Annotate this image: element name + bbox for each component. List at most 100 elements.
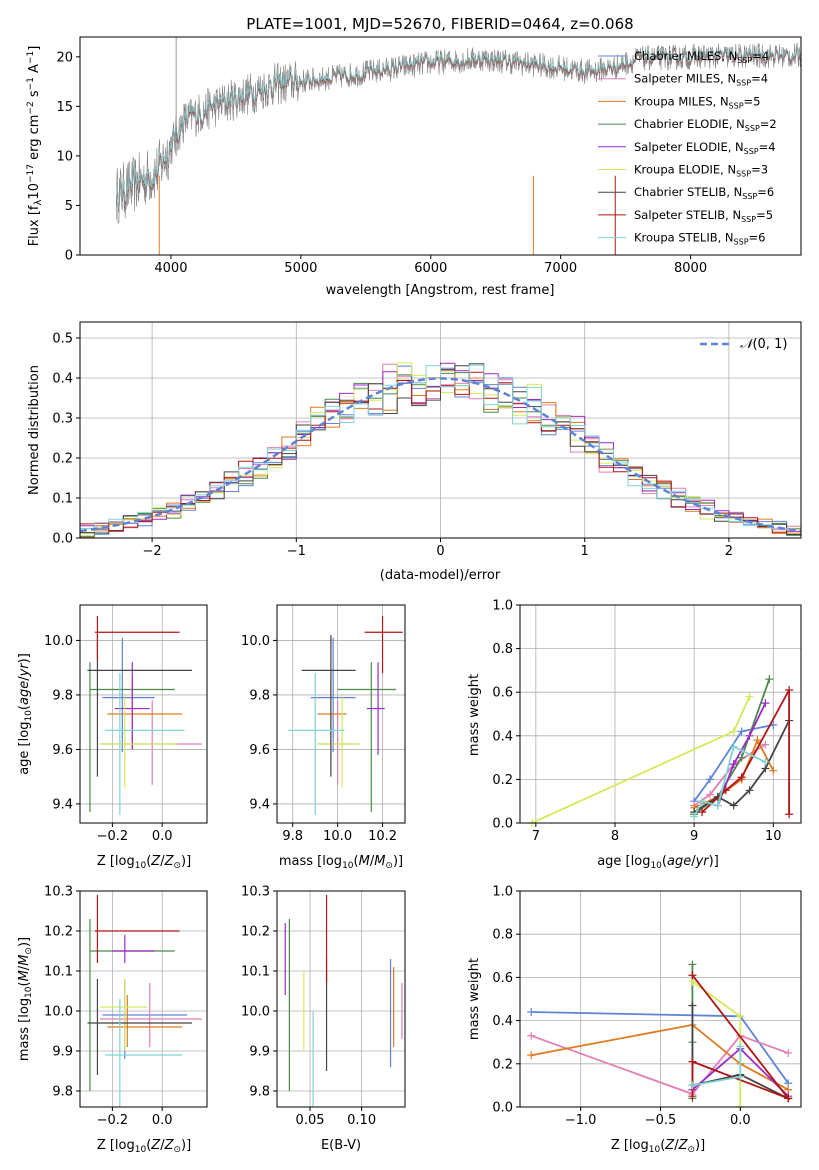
legend-value: =5 [744, 94, 761, 108]
x-tick-label: 10.2 [368, 829, 397, 844]
mass-z-xlabel: Z [log10(Z/Z⊙)] [97, 1138, 191, 1155]
legend-subscript: SSP [745, 124, 760, 133]
x-tick-label: 10.0 [323, 829, 352, 844]
normal-curve-legend-label: 𝒩(0, 1) [740, 337, 787, 352]
legend-value: =6 [749, 231, 766, 245]
chabrier-miles-weight-marker [705, 775, 714, 784]
y-tick-label: 10.3 [241, 885, 270, 900]
kroupa-stelib-model [116, 45, 801, 211]
legend-value: =4 [751, 72, 768, 86]
x-tick-label: 0.0 [152, 1113, 173, 1128]
chabrier-miles-weight-marker [527, 1007, 536, 1016]
spectrum-ylabel: Flux [fλ10−17 erg cm−2 s−1 A−1] [26, 46, 44, 247]
salpeter-elodie-weight-marker [729, 760, 738, 769]
kroupa-miles-weight-line [531, 1023, 789, 1091]
y-tick-label: 0.6 [492, 971, 513, 986]
x-tick-label: −1.0 [565, 1113, 597, 1128]
salpeter-miles-weight-marker [761, 740, 770, 749]
weight-z-ylabel: mass weight [467, 958, 482, 1040]
y-tick-label: 0.2 [492, 773, 513, 788]
legend-label-kroupa-stelib: Kroupa STELIB, NSSP=6 [634, 231, 765, 247]
y-tick-label: 0.6 [492, 686, 513, 701]
legend-value: =5 [756, 208, 773, 222]
axes-frame [79, 604, 208, 824]
age-vs-metallicity-panel: −0.2 0.0 9.4 9.6 9.8 10.0 Z [log10(Z/Z⊙)] age… [17, 604, 208, 871]
axes-frame [519, 890, 802, 1108]
y-tick-label: 10.2 [241, 925, 270, 940]
y-tick-label: 0.1 [52, 492, 73, 507]
y-tick-label: 9.4 [52, 797, 73, 812]
legend-subscript: SSP [741, 215, 756, 224]
x-tick-label: 6000 [414, 261, 447, 276]
kroupa-elodie-weight-marker [729, 727, 738, 736]
age-vs-mass-panel: 9.8 10.0 10.2 9.4 9.6 9.8 10.0 mass [log10(M/M… [241, 604, 406, 871]
kroupa-miles-weight-marker [527, 1051, 536, 1060]
kroupa-stelib-weight-marker [736, 1042, 745, 1051]
y-tick-label: 1.0 [492, 599, 513, 614]
spectrum-xlabel: wavelength [Angstrom, rest frame] [326, 283, 555, 298]
chabrier-elodie-weight-line [693, 678, 771, 816]
residual-histograms [80, 362, 801, 538]
kroupa-stelib-weight-marker [761, 757, 770, 766]
x-tick-label: 7000 [544, 261, 577, 276]
y-tick-label: 0.8 [492, 928, 513, 943]
residual-ylabel: Normed distribution [27, 365, 42, 495]
salpeter-stelib-weight-marker [785, 686, 794, 695]
legend-subscript: SSP [742, 192, 757, 201]
mass-z-ylabel: mass [log10(M/M⊙)] [17, 937, 34, 1061]
mass-ebv-xlabel: E(B-V) [321, 1138, 361, 1153]
y-tick-label: 10.0 [44, 1005, 73, 1020]
legend-subscript: SSP [737, 56, 752, 65]
residual-legend: 𝒩(0, 1) [700, 337, 787, 352]
y-tick-label: 20 [56, 50, 73, 65]
y-tick-label: 10.3 [44, 885, 73, 900]
x-tick-label: −2 [143, 544, 162, 559]
y-tick-label: 9.8 [52, 688, 73, 703]
y-tick-label: 9.9 [249, 1045, 270, 1060]
weight-age-xlabel: age [log10(age/yr)] [597, 854, 719, 871]
legend-subscript: SSP [736, 79, 751, 88]
y-tick-label: 9.8 [249, 1085, 270, 1100]
kroupa-elodie-weight-line [531, 696, 751, 824]
y-tick-label: 15 [56, 100, 73, 115]
chabrier-miles-weight-line [693, 724, 774, 802]
mass-vs-metallicity-panel: −0.2 0.0 9.8 9.9 10.0 10.1 10.2 10.3 Z [log10(Z… [17, 885, 208, 1155]
y-tick-label: 10 [56, 149, 73, 164]
salpeter-elodie-weight-marker [761, 699, 770, 708]
chabrier-stelib-weight-line [691, 1005, 789, 1100]
mass-vs-extinction-panel: 0.05 0.10 9.8 9.9 10.0 10.1 10.2 10.3 E(B-V) [241, 885, 406, 1153]
kroupa-stelib-weight-marker [713, 801, 722, 810]
y-tick-label: 10.0 [241, 1005, 270, 1020]
salpeter-stelib-weight-marker [688, 971, 697, 980]
x-tick-label: 8 [611, 829, 619, 844]
legend-label-chabrier-stelib: Chabrier STELIB, NSSP=6 [634, 185, 774, 201]
y-tick-label: 0.2 [492, 1057, 513, 1072]
y-tick-label: 0.0 [492, 1101, 513, 1116]
y-tick-label: 9.8 [249, 688, 270, 703]
age-z-xlabel: Z [log10(Z/Z⊙)] [97, 854, 191, 871]
weight-z-xlabel: Z [log10(Z/Z⊙)] [611, 1138, 705, 1155]
x-tick-label: 0 [436, 544, 444, 559]
legend-subscript: SSP [744, 147, 759, 156]
spectrum-legend: Chabrier MILES, NSSP=4 Salpeter MILES, NS… [598, 49, 777, 247]
x-tick-label: −0.2 [97, 1113, 129, 1128]
axes-frame [79, 321, 802, 539]
residual-panel: −2 −1 0 1 2 0.0 0.1 0.2 0.3 0.4 0.5 𝒩(0, 1) (data-… [27, 321, 802, 583]
x-tick-label: 2 [725, 544, 733, 559]
chabrier-miles-weight-marker [737, 727, 746, 736]
legend-value: =4 [752, 49, 769, 63]
axes-frame [79, 890, 208, 1108]
y-tick-label: 10.0 [241, 634, 270, 649]
y-tick-label: 0.8 [492, 642, 513, 657]
y-tick-label: 0.4 [492, 1014, 513, 1029]
y-tick-label: 9.8 [52, 1085, 73, 1100]
y-tick-label: 10.2 [44, 925, 73, 940]
chabrier-elodie-weight-marker [737, 753, 746, 762]
chabrier-elodie-weight-marker [688, 960, 697, 969]
kroupa-miles-weight-marker [769, 766, 778, 775]
legend-subscript: SSP [736, 170, 751, 179]
salpeter-miles-weight-marker [705, 790, 714, 799]
normal-curve [80, 377, 801, 533]
residual-xlabel: (data-model)/error [380, 568, 501, 583]
salpeter-stelib-weight-marker [698, 808, 707, 817]
